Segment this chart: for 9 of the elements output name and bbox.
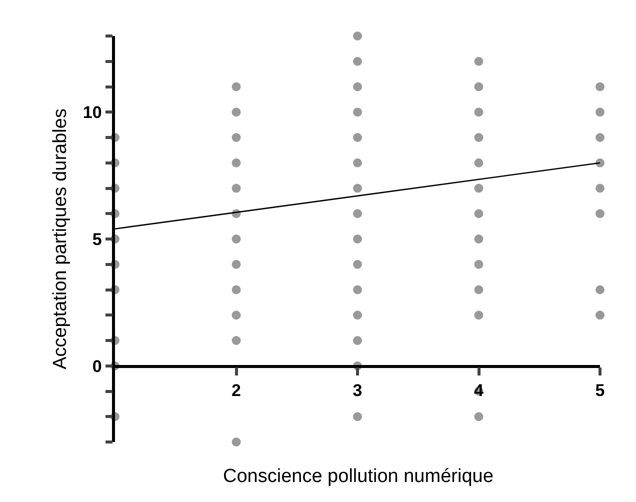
x-tick-label: 3	[352, 381, 362, 400]
y-tick-label: 0	[92, 356, 102, 376]
x-tick-label: 2	[232, 381, 241, 400]
x-tick-label: 5	[595, 381, 605, 400]
y-tick-label: 10	[82, 103, 102, 122]
y-axis-title: Acceptation partiques durables	[50, 108, 71, 370]
y-tick-label: 5	[92, 230, 102, 249]
x-axis-title: Conscience pollution numérique	[223, 466, 494, 487]
x-tick-label: 4	[474, 381, 484, 400]
